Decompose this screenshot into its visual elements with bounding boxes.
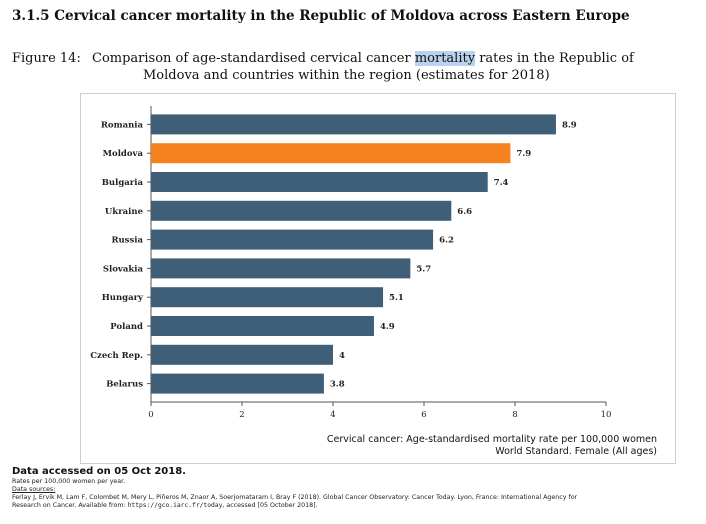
caption-highlight: mortality: [414, 51, 476, 66]
bar-belarus: [151, 373, 324, 394]
value-label: 5.1: [389, 293, 404, 303]
bar-bulgaria: [151, 172, 488, 192]
sources-url-link[interactable]: https://gco.iarc.fr/today: [127, 502, 223, 509]
bar-romania: [151, 114, 556, 135]
value-label: 6.6: [457, 207, 472, 217]
value-label: 6.2: [439, 236, 454, 246]
bar-russia: [151, 229, 434, 250]
value-label: 7.9: [516, 149, 531, 159]
x-tick-label: 8: [512, 410, 517, 420]
category-label: Romania: [101, 120, 144, 130]
category-label: Belarus: [106, 380, 143, 390]
sources-text-line2: Research on Cancer. Available from: http…: [12, 502, 702, 510]
figure-label: Figure 14:: [12, 51, 81, 66]
caption-text-end: rates in the Republic of: [475, 51, 634, 66]
sources-text-3: , accessed [05 October 2018].: [222, 502, 318, 509]
category-label: Czech Rep.: [90, 351, 143, 361]
x-axis-caption: Cervical cancer: Age-standardised mortal…: [327, 434, 657, 458]
footer: Data accessed on 05 Oct 2018. Rates per …: [12, 466, 702, 510]
caption-line2: Moldova and countries within the region …: [143, 68, 550, 83]
x-tick-label: 2: [239, 410, 244, 420]
x-axis-label: Cervical cancer: Age-standardised mortal…: [326, 434, 657, 445]
x-tick-label: 0: [148, 410, 153, 420]
x-tick-label: 6: [421, 410, 426, 420]
x-tick-label: 4: [330, 410, 335, 420]
caption-text-start: Comparison of age-standardised cervical …: [92, 51, 415, 66]
value-label: 4: [339, 351, 345, 361]
sources-heading: Data sources:: [12, 486, 56, 493]
category-label: Ukraine: [105, 207, 144, 217]
category-label: Slovakia: [103, 264, 144, 274]
bar-slovakia: [151, 258, 411, 279]
data-accessed-note: Data accessed on 05 Oct 2018.: [12, 466, 186, 477]
sources-text: Ferlay J, Ervik M, Lam F, Colombet M, Me…: [12, 494, 578, 501]
bar-hungary: [151, 287, 384, 308]
chart-frame: Romania 8.9 Moldova 7.9 Bulgaria 7.4 Ukraine 6.…: [80, 93, 676, 464]
value-label: 5.7: [416, 264, 431, 274]
category-label: Moldova: [103, 149, 144, 159]
x-tick-label: 10: [601, 410, 612, 420]
bar-poland: [151, 316, 374, 336]
value-label: 3.8: [330, 380, 345, 390]
bar-ukraine: [151, 200, 452, 221]
value-label: 4.9: [380, 322, 395, 332]
category-label: Bulgaria: [102, 178, 144, 188]
value-label: 8.9: [562, 120, 577, 130]
bar-czech-rep: [151, 344, 333, 365]
rates-note: Rates per 100,000 women per year.: [12, 478, 126, 485]
category-label: Russia: [111, 236, 143, 246]
bar-chart: Romania 8.9 Moldova 7.9 Bulgaria 7.4 Ukraine 6.…: [90, 106, 612, 420]
bar-moldova: [151, 143, 511, 164]
category-label: Poland: [110, 322, 143, 332]
sources-text-2: Research on Cancer. Available from:: [12, 502, 128, 509]
category-label: Hungary: [102, 293, 144, 303]
value-label: 7.4: [494, 178, 509, 188]
figure-caption: Figure 14: Comparison of age-standardised…: [12, 50, 692, 84]
section-title: 3.1.5 Cervical cancer mortality in the R…: [12, 8, 630, 24]
x-axis-label-line2: World Standard. Female (All ages): [495, 446, 657, 457]
